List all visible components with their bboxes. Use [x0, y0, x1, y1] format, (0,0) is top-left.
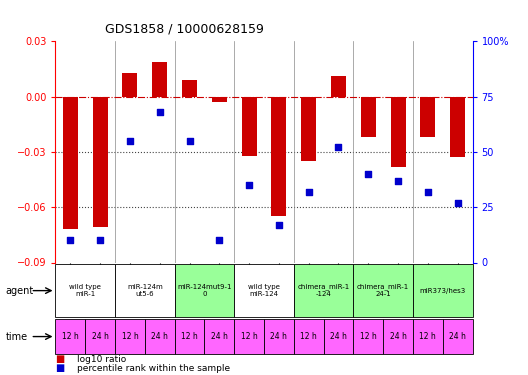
- Point: [126, 138, 134, 144]
- Text: 12 h: 12 h: [241, 332, 258, 341]
- Point: [364, 171, 373, 177]
- Bar: [324, 319, 353, 354]
- Bar: [264, 319, 294, 354]
- Point: [334, 144, 343, 150]
- Bar: [242, 96, 257, 156]
- Text: log10 ratio: log10 ratio: [77, 355, 126, 364]
- Bar: [63, 96, 78, 229]
- Point: [394, 178, 402, 184]
- Bar: [145, 319, 175, 354]
- Text: chimera_miR-1
-124: chimera_miR-1 -124: [297, 284, 350, 297]
- Point: [185, 138, 194, 144]
- Bar: [204, 319, 234, 354]
- Point: [423, 189, 432, 195]
- Bar: [93, 96, 108, 228]
- Text: ■: ■: [55, 363, 65, 373]
- Bar: [115, 319, 145, 354]
- Text: 24 h: 24 h: [390, 332, 407, 341]
- Bar: [152, 62, 167, 96]
- Text: agent: agent: [5, 286, 34, 296]
- Bar: [234, 319, 264, 354]
- Text: wild type
miR-124: wild type miR-124: [248, 284, 280, 297]
- Text: 24 h: 24 h: [211, 332, 228, 341]
- Text: miR-124mut9-1
0: miR-124mut9-1 0: [177, 284, 232, 297]
- Bar: [271, 96, 286, 216]
- Point: [454, 200, 462, 206]
- Point: [66, 237, 74, 243]
- Text: GDS1858 / 10000628159: GDS1858 / 10000628159: [106, 22, 264, 36]
- Point: [245, 182, 253, 188]
- Bar: [85, 319, 115, 354]
- Bar: [294, 319, 324, 354]
- Point: [305, 189, 313, 195]
- Point: [96, 237, 105, 243]
- Bar: [182, 80, 197, 96]
- Bar: [353, 319, 383, 354]
- Bar: [361, 96, 376, 137]
- Bar: [391, 96, 406, 166]
- Text: 24 h: 24 h: [152, 332, 168, 341]
- Text: 12 h: 12 h: [62, 332, 79, 341]
- Text: ■: ■: [55, 354, 65, 364]
- Bar: [294, 264, 353, 317]
- Bar: [175, 264, 234, 317]
- Text: chimera_miR-1
24-1: chimera_miR-1 24-1: [357, 284, 409, 297]
- Text: 24 h: 24 h: [330, 332, 347, 341]
- Text: 24 h: 24 h: [92, 332, 109, 341]
- Bar: [413, 264, 473, 317]
- Text: time: time: [5, 332, 27, 342]
- Bar: [450, 96, 465, 158]
- Text: 12 h: 12 h: [300, 332, 317, 341]
- Point: [155, 109, 164, 115]
- Text: 12 h: 12 h: [121, 332, 138, 341]
- Bar: [301, 96, 316, 161]
- Bar: [175, 319, 204, 354]
- Bar: [55, 319, 85, 354]
- Bar: [353, 264, 413, 317]
- Bar: [234, 264, 294, 317]
- Bar: [55, 264, 115, 317]
- Text: miR-124m
ut5-6: miR-124m ut5-6: [127, 284, 163, 297]
- Bar: [115, 264, 175, 317]
- Point: [275, 222, 283, 228]
- Bar: [212, 96, 227, 102]
- Text: wild type
miR-1: wild type miR-1: [69, 284, 101, 297]
- Bar: [443, 319, 473, 354]
- Bar: [420, 96, 435, 137]
- Text: 12 h: 12 h: [419, 332, 436, 341]
- Bar: [122, 73, 137, 96]
- Bar: [331, 76, 346, 96]
- Text: 24 h: 24 h: [270, 332, 287, 341]
- Text: percentile rank within the sample: percentile rank within the sample: [77, 364, 230, 373]
- Text: 12 h: 12 h: [181, 332, 198, 341]
- Bar: [413, 319, 443, 354]
- Text: 24 h: 24 h: [449, 332, 466, 341]
- Point: [215, 237, 223, 243]
- Text: miR373/hes3: miR373/hes3: [420, 288, 466, 294]
- Bar: [383, 319, 413, 354]
- Text: 12 h: 12 h: [360, 332, 376, 341]
